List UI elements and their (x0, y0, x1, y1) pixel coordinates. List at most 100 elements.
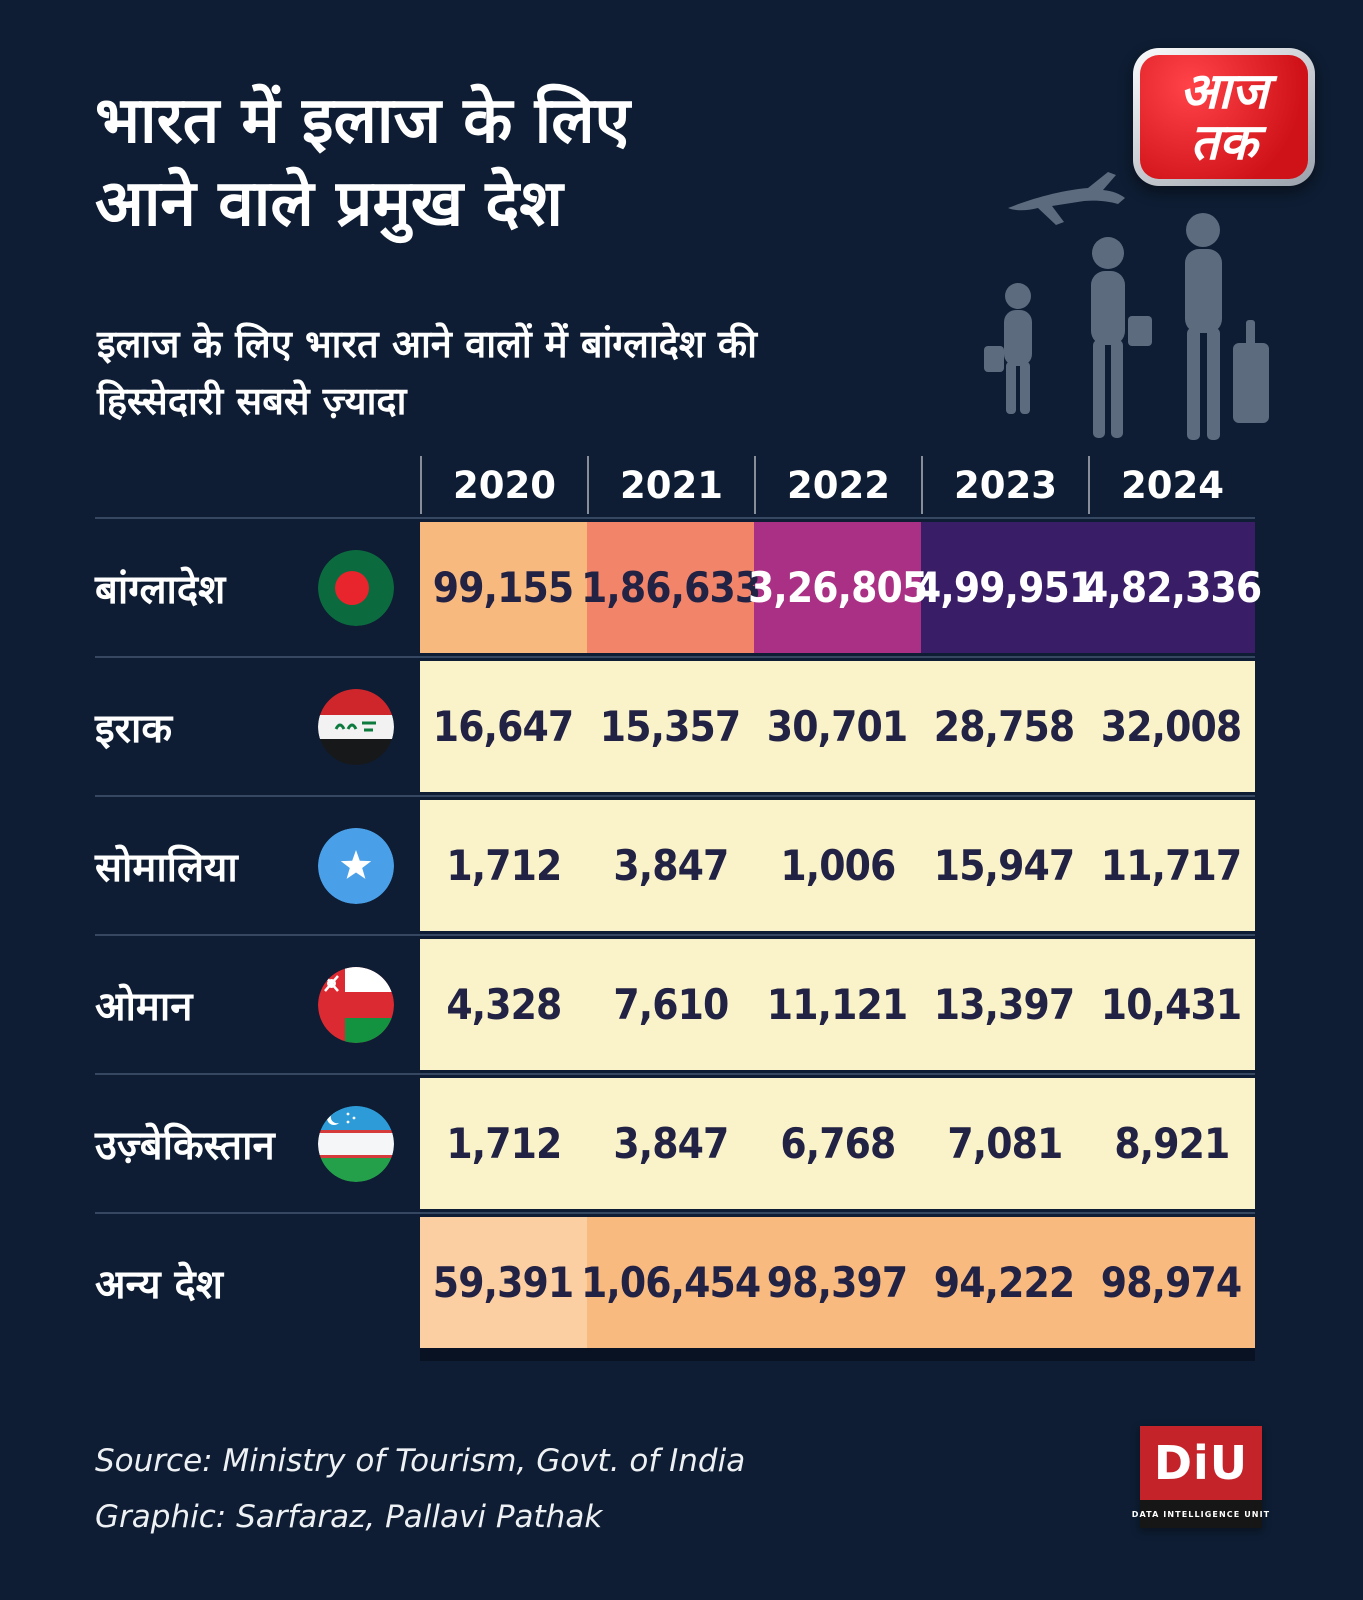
value-cell: 8,921 (1088, 1078, 1255, 1209)
country-name: सोमालिया (95, 845, 238, 891)
value-cell: 99,155 (420, 522, 587, 653)
table-grid: 2020 2021 2022 2023 2024 बांग्लादेश 99,1… (95, 456, 1262, 1348)
cell-value: 98,974 (1101, 1258, 1242, 1307)
aajtak-logo-line2: तक (1190, 113, 1258, 171)
cell-value: 99,155 (433, 563, 574, 612)
country-name: इराक (95, 706, 173, 752)
value-cell: 10,431 (1088, 939, 1255, 1070)
year-header-2021: 2021 (587, 456, 754, 514)
cell-value: 32,008 (1101, 702, 1242, 751)
table-drop-shadow (420, 1348, 1255, 1361)
cell-value: 4,328 (445, 980, 562, 1029)
value-cell: 6,768 (754, 1078, 921, 1209)
value-cell: 3,847 (587, 800, 754, 931)
year-header-2022: 2022 (754, 456, 921, 514)
cell-value: 4,99,951 (914, 563, 1095, 612)
cell-value: 1,006 (779, 841, 896, 890)
row-separator (95, 1212, 1255, 1214)
cell-value: 7,081 (946, 1119, 1063, 1168)
cell-value: 6,768 (779, 1119, 896, 1168)
value-cell: 4,99,951 (915, 522, 1095, 653)
iraq-flag-icon (318, 688, 394, 765)
cell-value: 30,701 (767, 702, 908, 751)
title-line1: भारत में इलाज के लिए (95, 84, 631, 158)
value-cell: 7,081 (921, 1078, 1088, 1209)
value-cell: 1,86,633 (581, 522, 761, 653)
value-cell: 1,712 (420, 800, 587, 931)
cell-value: 28,758 (934, 702, 1075, 751)
subtitle-line2: हिस्सेदारी सबसे ज़्यादा (97, 379, 407, 423)
value-cell: 59,391 (420, 1217, 587, 1348)
country-name: बांग्लादेश (95, 567, 226, 613)
cell-value: 1,712 (445, 841, 562, 890)
country-label-cell: ओमान (95, 939, 420, 1070)
aajtak-logo: आज तक (1133, 48, 1315, 186)
cell-value: 15,357 (600, 702, 741, 751)
value-cell: 15,357 (587, 661, 754, 792)
title-line2: आने वाले प्रमुख देश (95, 167, 563, 242)
value-cell: 98,397 (754, 1217, 921, 1348)
graphic-label: Graphic: (95, 1498, 227, 1535)
year-header-2020: 2020 (420, 456, 587, 514)
cell-value: 7,610 (612, 980, 729, 1029)
value-cell: 1,006 (754, 800, 921, 931)
diu-wordmark: DiU (1140, 1426, 1262, 1500)
country-name: अन्य देश (95, 1262, 223, 1308)
country-label-cell: अन्य देश (95, 1217, 420, 1348)
year-header-2023: 2023 (921, 456, 1088, 514)
row-separator (95, 795, 1255, 797)
value-cell: 30,701 (754, 661, 921, 792)
country-label-cell: बांग्लादेश (95, 522, 420, 653)
cell-value: 3,847 (612, 841, 729, 890)
cell-value: 4,82,336 (1081, 563, 1262, 612)
somalia-flag-icon (318, 827, 394, 904)
year-header-2024: 2024 (1088, 456, 1255, 514)
plane-icon (1008, 172, 1125, 225)
aajtak-logo-line1: आज (1179, 62, 1269, 120)
cell-value: 1,712 (445, 1119, 562, 1168)
source-note: Source: Ministry of Tourism, Govt. of In… (95, 1434, 745, 1546)
cell-value: 1,06,454 (580, 1258, 761, 1307)
value-cell: 3,847 (587, 1078, 754, 1209)
source-line: Source: Ministry of Tourism, Govt. of In… (95, 1434, 745, 1490)
cell-value: 10,431 (1101, 980, 1242, 1029)
value-cell: 16,647 (420, 661, 587, 792)
country-name: उज़्बेकिस्तान (95, 1123, 275, 1169)
cell-value: 1,86,633 (580, 563, 761, 612)
value-cell: 4,82,336 (1082, 522, 1262, 653)
country-label-cell: उज़्बेकिस्तान (95, 1078, 420, 1209)
cell-value: 94,222 (934, 1258, 1075, 1307)
cell-value: 8,921 (1113, 1119, 1230, 1168)
source-label: Source: (95, 1443, 213, 1479)
cell-value: 3,26,805 (747, 563, 928, 612)
graphic-credit-line: Graphic: Sarfaraz, Pallavi Pathak (95, 1490, 745, 1546)
uzbekistan-flag-icon (318, 1105, 394, 1182)
page-title: भारत में इलाज के लिए आने वाले प्रमुख देश (95, 80, 630, 246)
cell-value: 11,121 (767, 980, 908, 1029)
aajtak-logo-text: आज तक (1140, 55, 1308, 179)
source-text: Ministry of Tourism, Govt. of India (222, 1443, 746, 1479)
cell-value: 13,397 (934, 980, 1075, 1029)
country-label-cell: इराक (95, 661, 420, 792)
value-cell: 28,758 (921, 661, 1088, 792)
graphic-text: Sarfaraz, Pallavi Pathak (236, 1498, 603, 1535)
row-separator (95, 517, 1255, 519)
bangladesh-flag-icon (318, 549, 394, 626)
cell-value: 98,397 (767, 1258, 908, 1307)
row-separator (95, 1073, 1255, 1075)
value-cell: 94,222 (921, 1217, 1088, 1348)
value-cell: 98,974 (1088, 1217, 1255, 1348)
value-cell: 4,328 (420, 939, 587, 1070)
cell-value: 16,647 (433, 702, 574, 751)
table-corner-spacer (95, 456, 420, 514)
value-cell: 7,610 (587, 939, 754, 1070)
travelers-illustration (984, 172, 1269, 440)
value-cell: 15,947 (921, 800, 1088, 931)
value-cell: 32,008 (1088, 661, 1255, 792)
value-cell: 1,712 (420, 1078, 587, 1209)
row-separator (95, 934, 1255, 936)
subtitle: इलाज के लिए भारत आने वालों में बांग्लादे… (97, 316, 757, 430)
diu-logo: DiU DATA INTELLIGENCE UNIT (1132, 1426, 1269, 1528)
oman-flag-icon (318, 966, 394, 1043)
